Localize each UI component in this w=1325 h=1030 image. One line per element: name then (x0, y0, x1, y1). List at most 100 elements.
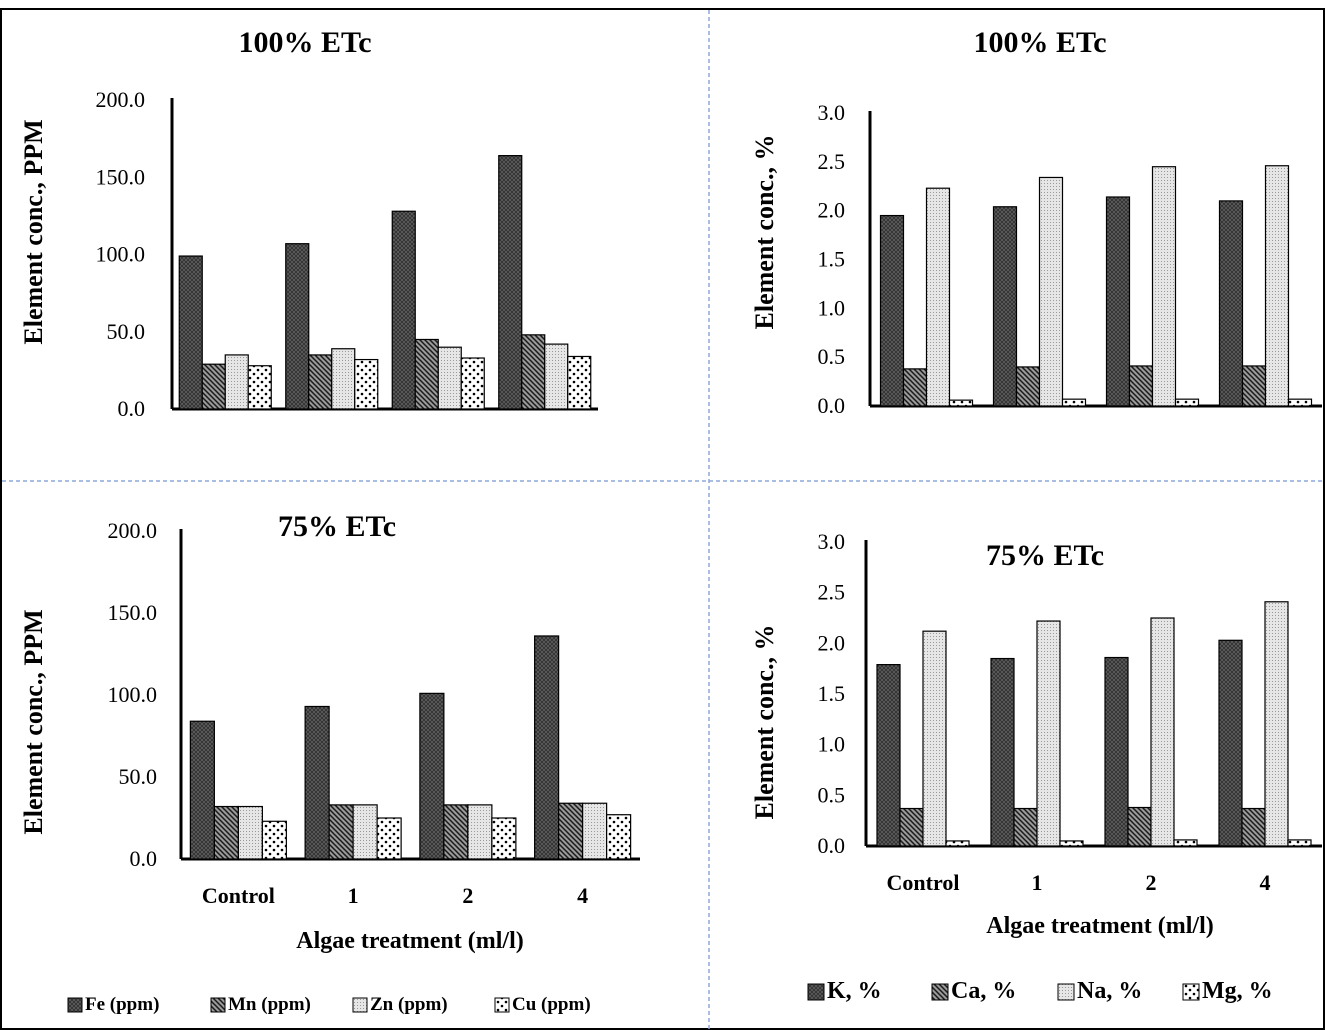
bar-cu (945, 840, 970, 847)
bar-cu (261, 820, 287, 860)
legend-swatch-fe (807, 983, 825, 1001)
bar-fe (992, 206, 1018, 407)
bar-zn (925, 187, 951, 407)
x-tick-label: 2 (1146, 870, 1157, 895)
legend-swatch-cu (494, 997, 510, 1013)
chart-top-right: 100% ETc Element conc., % 0.0 0.5 1.0 1.5 2.0 2… (750, 26, 1322, 418)
bar-cu (1173, 839, 1198, 847)
bar-zn (467, 804, 493, 860)
legend-left: Fe (ppm) Mn (ppm) Zn (ppm) Cu (ppm) (67, 994, 591, 1015)
bar-cu (1174, 398, 1200, 407)
bar-fe (304, 705, 330, 860)
bar-zn (582, 802, 608, 860)
legend-swatch-cu (1182, 983, 1200, 1001)
legend-swatch-mn (210, 997, 226, 1013)
legend-right: K, % Ca, % Na, % Mg, % (807, 978, 1273, 1004)
y-tick-label: 0.0 (818, 393, 846, 418)
y-tick-label: 3.0 (818, 529, 846, 554)
y-tick-label: 2.5 (818, 149, 846, 174)
y-axis-label: Element conc., PPM (19, 119, 48, 344)
bar-cu (1059, 840, 1084, 847)
bar-cu (948, 399, 974, 407)
y-tick-label: 1.5 (818, 681, 846, 706)
x-tick-label: 1 (1032, 870, 1043, 895)
x-tick-label: Control (887, 870, 960, 895)
bar-mn (1128, 365, 1154, 407)
y-tick-label: 3.0 (818, 100, 846, 125)
bar-cu (1061, 398, 1087, 407)
y-axis-label: Element conc., PPM (19, 609, 48, 834)
bar-mn (443, 804, 469, 860)
bar-mn (414, 338, 439, 410)
bar-mn (899, 807, 924, 847)
y-tick-label: 200.0 (96, 87, 146, 112)
y-tick-label: 200.0 (108, 518, 158, 543)
bar-cu (247, 365, 272, 410)
bar-mn (1015, 366, 1041, 407)
x-axis-label: Algae treatment (ml/l) (986, 913, 1213, 939)
bar-cu (354, 358, 379, 410)
bar-fe (879, 214, 905, 407)
bar-zn (331, 348, 356, 410)
bar-zn (437, 346, 462, 410)
y-tick-label: 100.0 (108, 682, 158, 707)
bar-zn (1264, 601, 1289, 847)
legend-label: Na, % (1077, 978, 1142, 1004)
bar-cu (606, 814, 632, 860)
bar-cu (460, 357, 485, 410)
bar-fe (498, 155, 523, 410)
legend-label: Zn (ppm) (370, 994, 448, 1015)
bar-mn (213, 805, 239, 860)
y-tick-label: 0.0 (118, 396, 146, 421)
x-tick-label: Control (202, 883, 275, 908)
y-tick-label: 150.0 (108, 600, 158, 625)
bar-zn (922, 630, 947, 847)
y-axis-label: Element conc., % (750, 625, 779, 820)
bar-mn (902, 368, 928, 407)
bar-zn (1038, 176, 1064, 407)
bar-fe (876, 664, 901, 847)
legend-swatch-fe (67, 997, 83, 1013)
bar-fe (419, 692, 445, 860)
chart-top-left: 100% ETc Element conc., PPM 0.0 50.0 100.0 15… (19, 26, 598, 421)
x-tick-label: 4 (577, 883, 588, 908)
bar-zn (1151, 166, 1177, 407)
y-tick-label: 1.5 (818, 247, 846, 272)
bar-zn (1036, 620, 1061, 847)
y-tick-label: 0.0 (130, 846, 158, 871)
bar-mn (1013, 807, 1038, 847)
legend-label: Ca, % (951, 978, 1016, 1004)
bar-fe (534, 635, 560, 860)
y-tick-label: 1.0 (818, 295, 846, 320)
y-tick-label: 50.0 (119, 764, 158, 789)
bar-cu (1287, 839, 1312, 847)
y-axis-label: Element conc., % (750, 135, 779, 330)
legend-label: K, % (827, 978, 882, 1004)
bar-zn (237, 805, 263, 860)
bar-cu (1287, 398, 1313, 407)
bar-fe (285, 243, 310, 410)
legend-label: Mg, % (1202, 978, 1273, 1004)
x-tick-label: 2 (462, 883, 473, 908)
bar-fe (189, 720, 215, 860)
chart-title: 75% ETc (278, 510, 396, 543)
bar-cu (567, 355, 592, 410)
x-tick-label: 4 (1260, 870, 1271, 895)
chart-bottom-left: 75% ETc Element conc., PPM 0.0 50.0 100.0 150… (19, 510, 640, 954)
bar-zn (1264, 165, 1290, 407)
legend-label: Cu (ppm) (512, 994, 591, 1015)
y-tick-label: 100.0 (96, 242, 146, 267)
legend-label: Fe (ppm) (85, 994, 159, 1015)
y-tick-label: 0.5 (818, 782, 846, 807)
bar-zn (544, 343, 569, 410)
bar-mn (201, 363, 226, 410)
x-axis-label: Algae treatment (ml/l) (296, 928, 523, 954)
bar-fe (391, 210, 416, 410)
chart-title: 100% ETc (973, 26, 1106, 59)
bar-fe (1218, 200, 1244, 407)
x-tick-label: 1 (348, 883, 359, 908)
bar-zn (352, 804, 378, 860)
bar-mn (308, 354, 333, 410)
chart-bottom-right: 75% ETc Element conc., % 0.0 0.5 1.0 1.5 2.0 2.… (750, 529, 1322, 939)
